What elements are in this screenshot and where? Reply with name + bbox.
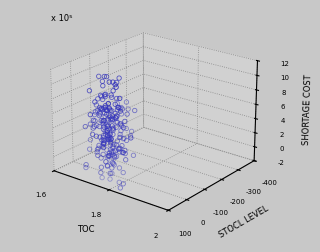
Y-axis label: STOCL LEVEL: STOCL LEVEL <box>218 203 270 239</box>
Text: x 10⁵: x 10⁵ <box>51 14 72 23</box>
X-axis label: TOC: TOC <box>77 224 94 233</box>
